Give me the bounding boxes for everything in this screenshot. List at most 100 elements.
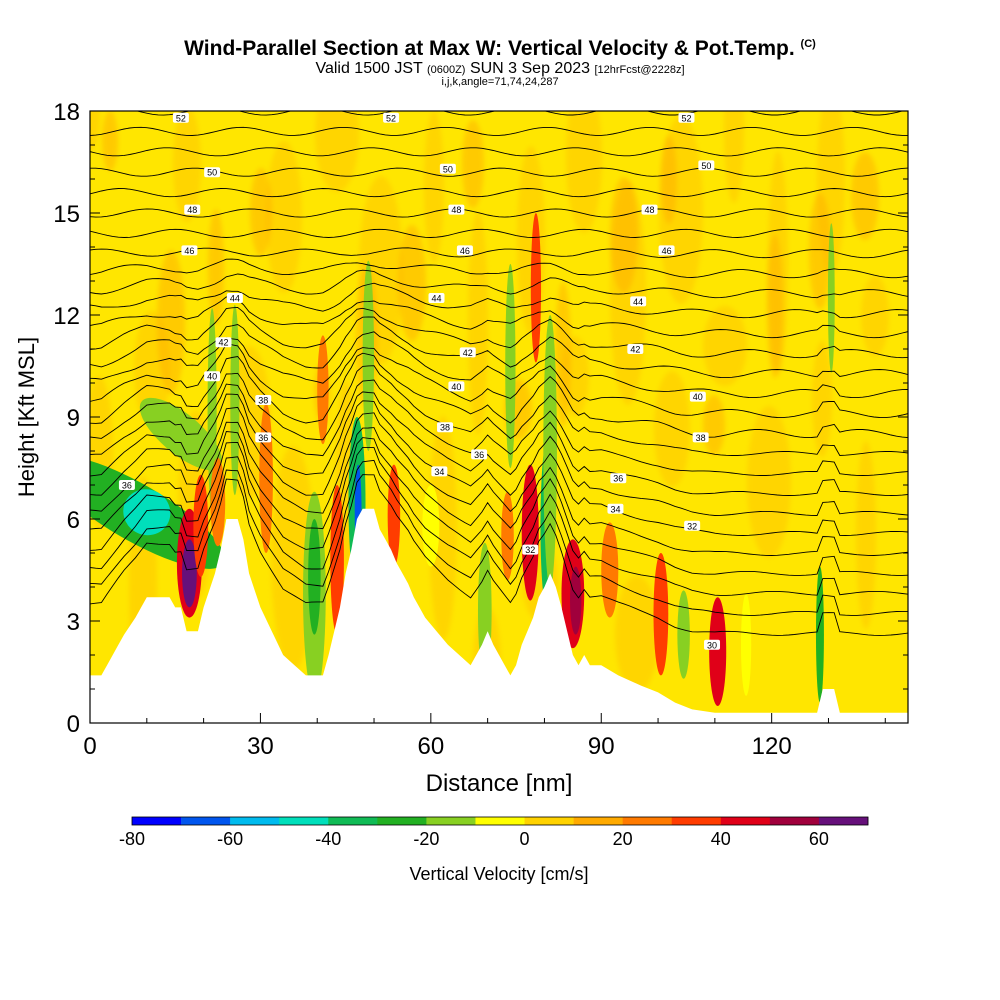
svg-text:32: 32 [687,521,697,531]
svg-text:50: 50 [443,164,453,174]
w-cell [677,590,690,679]
theta-contour-line [90,446,908,596]
svg-text:42: 42 [463,348,473,358]
w-background-blob [266,141,302,293]
colorbar-swatch [230,817,280,825]
w-cell [827,223,835,373]
theta-label: 44 [428,293,445,304]
w-cell [740,593,752,696]
theta-contour-line [90,400,908,516]
svg-text:36: 36 [613,474,623,484]
theta-label: 52 [172,112,189,123]
theta-contour-line [90,126,908,136]
y-tick-label: 15 [53,201,80,228]
w-background-blob [250,168,272,256]
colorbar-swatch [377,817,427,825]
w-cell [422,485,440,567]
w-cell [530,212,542,363]
theta-label: 36 [255,432,272,443]
svg-text:44: 44 [633,297,643,307]
svg-text:46: 46 [460,246,470,256]
w-cell [387,464,401,567]
theta-label: 38 [692,432,709,443]
theta-label: 42 [215,337,232,348]
theta-contour-labels: 52 52 52 50 50 50 48 48 48 46 46 46 44 44 44 42 42 42 40 40… [118,112,721,650]
svg-text:48: 48 [187,205,197,215]
theta-label: 42 [459,347,476,358]
theta-contour-line [90,167,908,177]
svg-text:36: 36 [474,450,484,460]
theta-contour-line [90,365,908,456]
svg-text:38: 38 [696,433,706,443]
svg-text:32: 32 [525,545,535,555]
w-background-blob [703,395,725,455]
theta-contour-line [90,269,908,299]
theta-contour-line [90,412,908,536]
theta-label: 48 [641,204,658,215]
colorbar: -80 -60 -40 -20 0 20 40 60 [119,816,869,849]
w-background-blob [468,211,488,435]
w-background-blob [851,152,879,240]
terrain [90,508,908,723]
theta-contour-line [90,282,908,319]
y-tick-label: 18 [53,99,80,126]
svg-text:52: 52 [681,113,691,123]
colorbar-tick-label: -40 [315,829,341,849]
w-background-blob [809,193,831,309]
w-cell [182,539,197,608]
y-tick-label: 12 [53,303,80,330]
w-background-blob [173,111,201,222]
w-background-blob [724,111,744,203]
colorbar-tick-label: -20 [413,829,439,849]
w-cell [543,315,557,587]
theta-contour-line [90,188,908,198]
theta-label: 34 [431,466,448,477]
w-background-blob [703,306,747,386]
colorbar-tick-label: 0 [520,829,530,849]
svg-text:38: 38 [440,423,450,433]
theta-contour-line [90,296,908,339]
svg-text:50: 50 [701,161,711,171]
theta-contour-line [90,247,908,259]
colorbar-tick-label: 60 [809,829,829,849]
theta-contour-line [90,258,908,279]
w-cell [317,335,329,445]
chart-indices: i,j,k,angle=71,74,24,287 [441,76,559,88]
theta-label: 52 [678,112,695,123]
w-cell [362,260,375,451]
theta-label: 36 [471,449,488,460]
colorbar-swatch [720,817,771,825]
w-cell [230,304,240,496]
svg-text:34: 34 [610,504,620,514]
theta-label: 44 [630,296,647,307]
theta-contour-line [90,306,908,359]
theta-label: 32 [522,544,539,555]
colorbar-tick-label: 40 [711,829,731,849]
svg-text:46: 46 [184,246,194,256]
x-tick-label: 90 [588,733,615,760]
svg-text:52: 52 [176,113,186,123]
x-tick-label: 60 [417,733,444,760]
w-cell [653,553,669,676]
w-background-blob [462,120,484,208]
theta-label: 52 [383,112,400,123]
w-background-blob [856,441,876,629]
theta-label: 34 [607,503,624,514]
w-background-blob [424,111,444,263]
theta-label: 50 [698,160,715,171]
w-cell [505,264,516,468]
colorbar-swatch [524,817,574,825]
theta-label: 46 [456,245,473,256]
y-axis-label: Height [Kft MSL] [14,337,39,497]
colorbar-swatch [573,817,623,825]
svg-text:40: 40 [207,372,217,382]
theta-label: 36 [610,473,627,484]
theta-label: 40 [448,381,465,392]
y-tick-label: 0 [67,711,80,738]
theta-label: 42 [627,344,644,355]
theta-label: 50 [439,163,456,174]
w-background-blob [767,234,783,378]
theta-contour-line [90,228,908,238]
svg-text:44: 44 [230,294,240,304]
